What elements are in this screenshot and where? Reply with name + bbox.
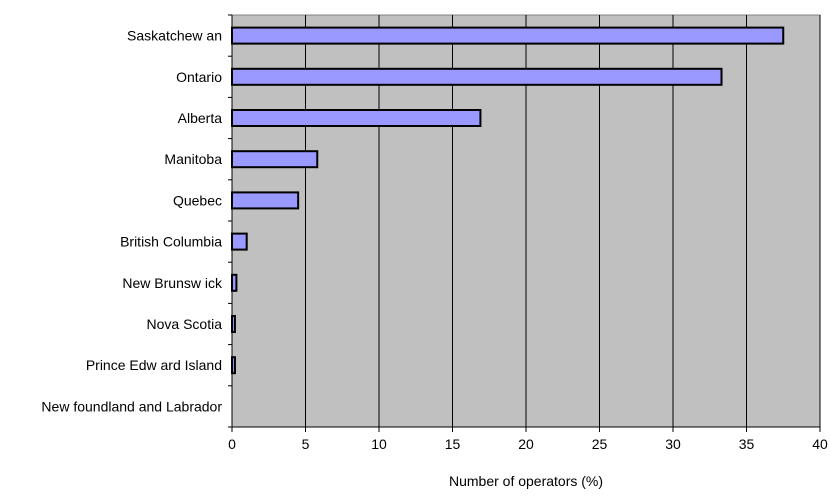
category-label: Manitoba — [164, 151, 222, 167]
bar — [231, 67, 723, 86]
x-tick-label: 25 — [592, 436, 608, 452]
category-label: Saskatchew an — [127, 28, 222, 44]
x-axis-title: Number of operators (%) — [449, 473, 603, 489]
category-label: Ontario — [176, 69, 222, 85]
category-labels: Saskatchew an Ontario Alberta Manitoba Quebe… — [41, 28, 223, 415]
category-label: Prince Edw ard Island — [86, 357, 222, 373]
category-label: Nova Scotia — [147, 316, 223, 332]
category-label: New foundland and Labrador — [41, 398, 222, 414]
bar — [231, 191, 300, 210]
axes — [228, 14, 821, 432]
x-tick-label: 0 — [228, 436, 236, 452]
bar — [231, 273, 238, 292]
bar — [231, 150, 319, 169]
bar — [231, 232, 248, 251]
category-label: British Columbia — [120, 234, 222, 250]
bar — [231, 109, 482, 127]
x-tick-label: 10 — [371, 436, 387, 452]
bar — [231, 26, 785, 45]
x-tick-label: 35 — [739, 436, 755, 452]
category-label: Alberta — [178, 110, 223, 126]
x-tick-label: 30 — [665, 436, 681, 452]
x-tick-label: 20 — [518, 436, 534, 452]
bars — [231, 26, 785, 375]
x-tick-label: 15 — [445, 436, 461, 452]
category-label: Quebec — [173, 192, 222, 208]
x-tick-labels: 0 5 10 15 20 25 30 35 40 — [228, 436, 828, 452]
x-tick-label: 40 — [812, 436, 828, 452]
x-tick-label: 5 — [302, 436, 310, 452]
category-label: New Brunsw ick — [122, 275, 223, 291]
